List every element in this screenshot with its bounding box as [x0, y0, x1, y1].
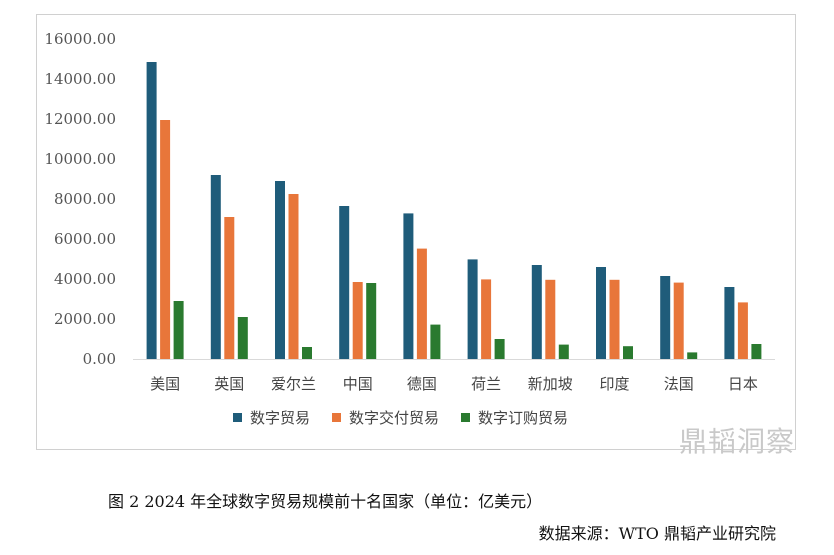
- y-tick-label: 6000.00: [54, 230, 116, 248]
- bar-数字贸易: [724, 287, 735, 359]
- legend-label: 数字订购贸易: [478, 409, 568, 427]
- bar-数字贸易: [403, 213, 414, 359]
- watermark-text: 鼎韬洞察: [679, 425, 796, 458]
- bar-数字交付贸易: [160, 120, 171, 359]
- x-category-label: 德国: [407, 375, 437, 393]
- bar-数字交付贸易: [224, 217, 235, 359]
- x-category-label: 中国: [343, 375, 373, 393]
- bar-数字交付贸易: [673, 282, 684, 359]
- bar-数字订购贸易: [237, 317, 248, 359]
- x-category-label: 英国: [214, 375, 244, 393]
- data-source: 数据来源：WTO 鼎韬产业研究院: [538, 524, 776, 543]
- x-category-label: 美国: [150, 375, 180, 393]
- bar-数字订购贸易: [751, 344, 762, 359]
- chart-frame: 0.00 2000.00 4000.00 6000.00 8000.00 10000.00…: [36, 14, 796, 458]
- legend-swatch: [233, 413, 242, 422]
- legend-swatch: [332, 413, 341, 422]
- bar-数字贸易: [146, 62, 157, 359]
- y-tick-label: 4000.00: [54, 270, 116, 288]
- bar-数字订购贸易: [558, 344, 569, 359]
- y-tick-label: 12000.00: [44, 110, 116, 128]
- y-tick-label: 14000.00: [44, 70, 116, 88]
- bar-chart: 0.00 2000.00 4000.00 6000.00 8000.00 10000.00…: [44, 30, 775, 427]
- bar-数字交付贸易: [352, 282, 363, 359]
- bar-数字贸易: [275, 181, 285, 359]
- y-tick-label: 10000.00: [44, 150, 116, 168]
- bar-数字交付贸易: [737, 302, 748, 359]
- bar-数字交付贸易: [609, 279, 620, 359]
- legend-label: 数字交付贸易: [349, 409, 439, 427]
- legend-label: 数字贸易: [250, 409, 310, 427]
- x-category-label: 新加坡: [528, 375, 573, 393]
- bar-数字订购贸易: [623, 346, 633, 359]
- bar-数字贸易: [531, 265, 542, 359]
- bar-数字订购贸易: [494, 339, 505, 359]
- x-category-label: 印度: [599, 375, 629, 393]
- bar-数字交付贸易: [481, 279, 492, 359]
- bar-数字订购贸易: [687, 352, 698, 359]
- x-category-label: 日本: [728, 375, 758, 393]
- bar-数字贸易: [467, 259, 478, 359]
- bar-数字贸易: [660, 276, 671, 359]
- legend-swatch: [461, 413, 470, 422]
- figure-caption: 图 2 2024 年全球数字贸易规模前十名国家（单位：亿美元）: [108, 492, 543, 511]
- bar-数字交付贸易: [545, 279, 556, 359]
- y-tick-label: 8000.00: [54, 190, 116, 208]
- bar-数字订购贸易: [302, 347, 312, 359]
- y-tick-label: 0.00: [83, 350, 116, 368]
- bar-数字交付贸易: [416, 248, 427, 359]
- bar-数字交付贸易: [288, 194, 299, 359]
- bar-数字订购贸易: [173, 301, 184, 359]
- bar-数字订购贸易: [366, 283, 377, 359]
- bar-数字贸易: [339, 206, 350, 359]
- y-tick-label: 2000.00: [54, 310, 116, 328]
- x-category-label: 爱尔兰: [271, 375, 316, 393]
- y-tick-label: 16000.00: [44, 30, 116, 48]
- x-category-label: 荷兰: [471, 375, 501, 393]
- bar-数字贸易: [596, 267, 606, 359]
- x-category-label: 法国: [664, 375, 694, 393]
- bar-数字贸易: [210, 175, 221, 359]
- bar-数字订购贸易: [430, 324, 441, 359]
